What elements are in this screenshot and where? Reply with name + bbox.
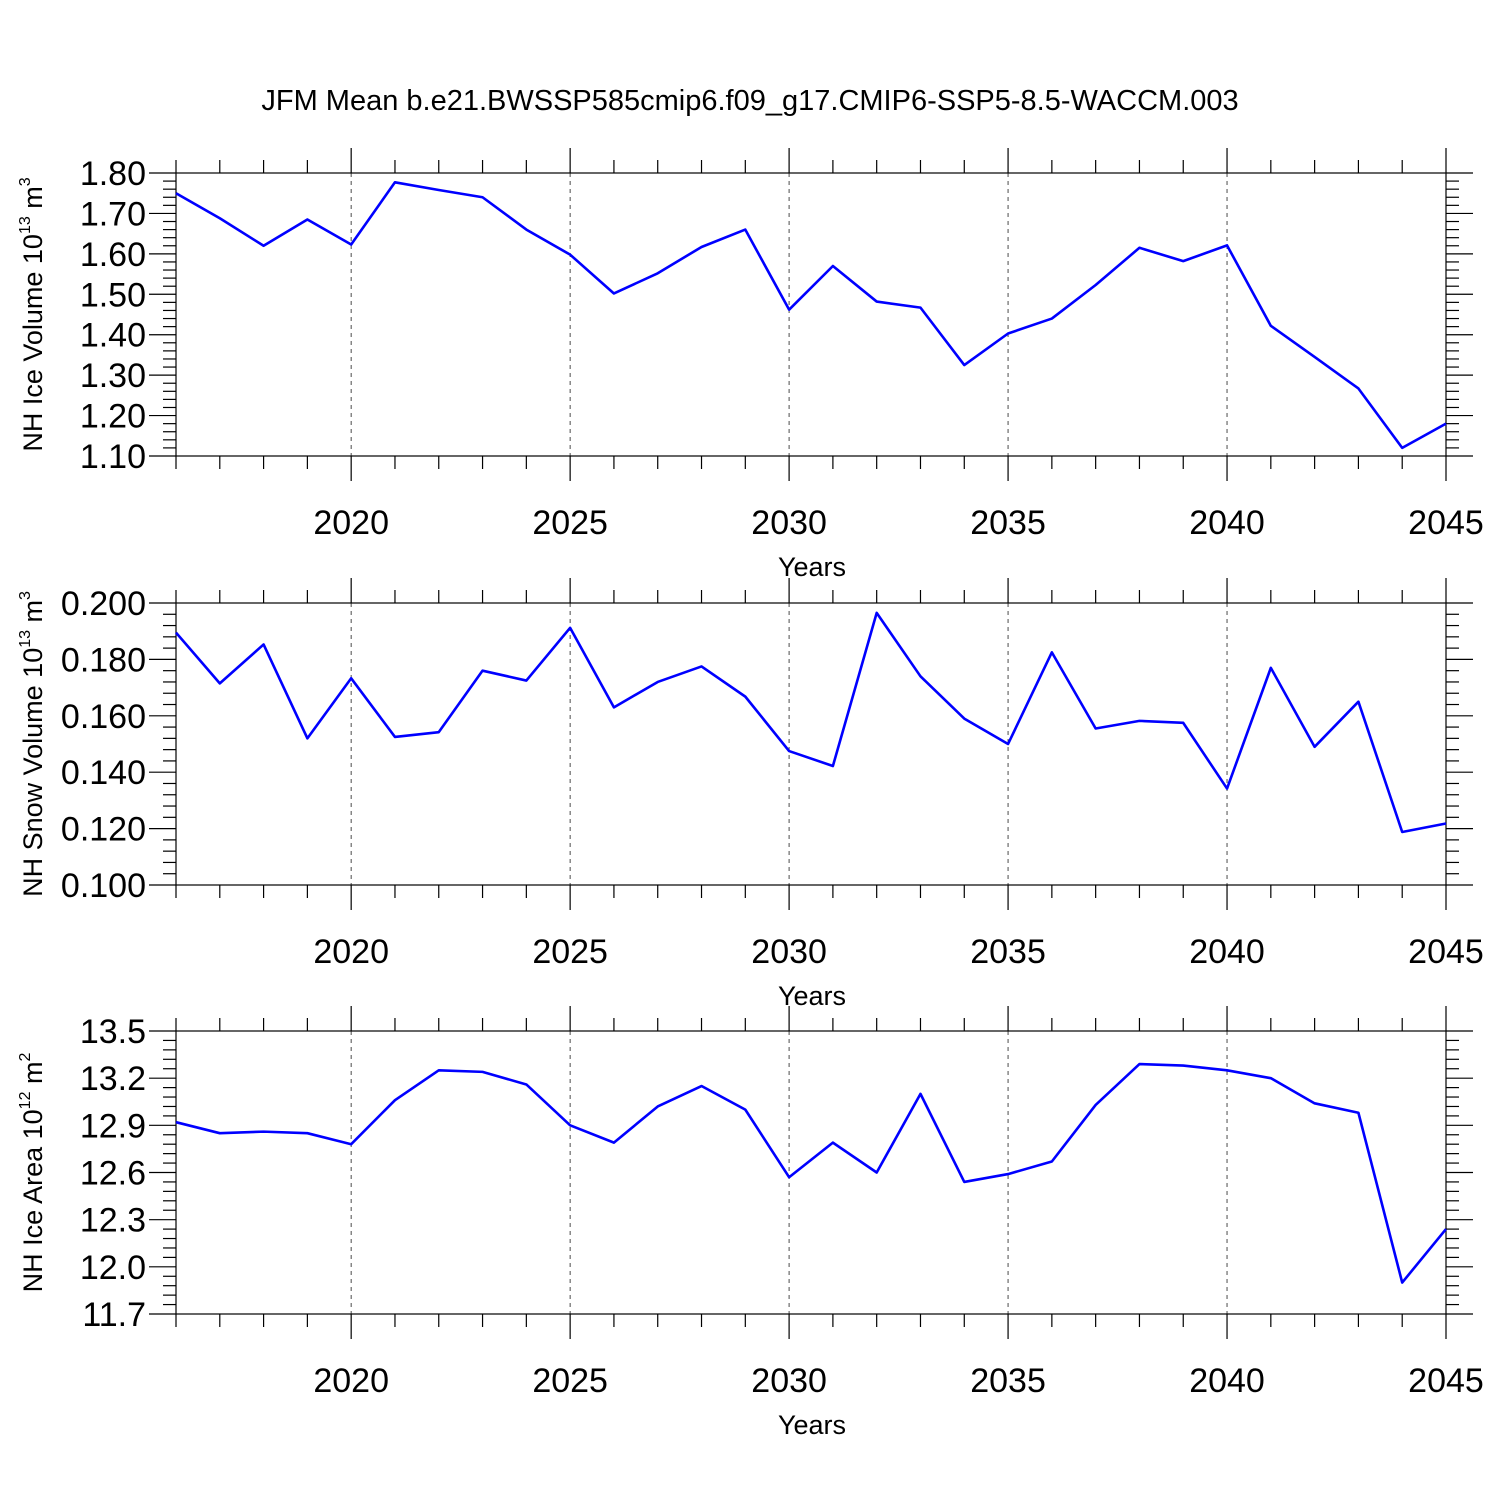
snow-volume-x-axis-title: Years — [778, 981, 846, 1011]
ice-volume-x-tick-label: 2020 — [313, 504, 389, 542]
ice-volume-series-line — [175, 180, 1447, 450]
ice-volume-y-axis-title: NH Ice Volume 1013 m3 — [17, 177, 48, 451]
ice-area-x-axis-title: Years — [778, 1410, 846, 1440]
snow-volume-panel: 0.100 0.120 0.140 0.160 0.180 0.200 2020 2025 20… — [17, 578, 1484, 1011]
ice-area-y-tick-label: 12.6 — [80, 1155, 146, 1193]
snow-volume-y-axis-title: NH Snow Volume 1013 m3 — [17, 591, 48, 897]
ice-area-x-tick-label: 2020 — [313, 1362, 389, 1400]
snow-volume-y-tick-label: 0.200 — [61, 585, 146, 623]
ice-volume-plot-frame — [175, 172, 1447, 457]
ice-area-plot-frame — [175, 1030, 1447, 1315]
ice-volume-y-tick-label: 1.70 — [80, 195, 146, 233]
snow-volume-y-tick-label: 0.180 — [61, 641, 146, 679]
ice-volume-y-tick-label: 1.10 — [80, 438, 146, 476]
ice-volume-y-tick-label: 1.80 — [80, 155, 146, 193]
ice-area-y-tick-label: 12.0 — [80, 1249, 146, 1287]
ice-area-x-tick-label: 2025 — [532, 1362, 608, 1400]
figure-title: JFM Mean b.e21.BWSSP585cmip6.f09_g17.CMI… — [261, 85, 1238, 117]
ice-area-series-line — [175, 1062, 1448, 1284]
ice-area-x-tick-label: 2040 — [1189, 1362, 1265, 1400]
ice-volume-x-tick-label: 2030 — [751, 504, 827, 542]
ice-area-y-axis-title: NH Ice Area 1012 m2 — [17, 1053, 48, 1293]
ice-area-y-tick-label: 12.3 — [80, 1202, 146, 1240]
ice-volume-x-tick-label: 2040 — [1189, 504, 1265, 542]
snow-volume-x-tick-label: 2030 — [751, 933, 827, 971]
ice-volume-x-tick-label: 2035 — [970, 504, 1046, 542]
ice-volume-panel: 1.101.201.301.401.501.601.701.80 2020 2025… — [17, 148, 1484, 582]
snow-volume-y-tick-label: 0.100 — [61, 867, 146, 905]
snow-volume-x-tick-label: 2040 — [1189, 933, 1265, 971]
snow-volume-x-tick-label: 2045 — [1408, 933, 1484, 971]
snow-volume-x-tick-label: 2025 — [532, 933, 608, 971]
ice-volume-x-tick-label: 2025 — [532, 504, 608, 542]
ice-area-y-tick-label: 13.5 — [80, 1013, 146, 1051]
ice-volume-y-tick-label: 1.30 — [80, 357, 146, 395]
ice-volume-y-tick-label: 1.20 — [80, 398, 146, 436]
ice-volume-x-axis-title: Years — [778, 552, 846, 582]
snow-volume-plot-frame — [175, 602, 1447, 886]
ice-area-y-tick-label: 13.2 — [80, 1060, 146, 1098]
ice-area-x-tick-label: 2035 — [970, 1362, 1046, 1400]
ice-area-panel: 11.7 12.0 12.3 12.6 12.9 13.2 13.5 2020 2025 2030… — [17, 1006, 1484, 1440]
snow-volume-y-tick-label: 0.160 — [61, 698, 146, 736]
snow-volume-y-tick-label: 0.140 — [61, 754, 146, 792]
snow-volume-series-line — [175, 611, 1447, 834]
ice-area-x-tick-label: 2030 — [751, 1362, 827, 1400]
ice-area-y-tick-label: 11.7 — [82, 1296, 146, 1334]
ice-area-y-tick-label: 12.9 — [80, 1107, 146, 1145]
ice-volume-y-tick-label: 1.60 — [80, 236, 146, 274]
snow-volume-y-tick-label: 0.120 — [61, 811, 146, 849]
ice-area-x-tick-label: 2045 — [1408, 1362, 1484, 1400]
snow-volume-x-tick-label: 2020 — [313, 933, 389, 971]
ice-volume-y-tick-label: 1.50 — [80, 276, 146, 314]
ice-volume-y-tick-label: 1.40 — [80, 317, 146, 355]
snow-volume-x-tick-label: 2035 — [970, 933, 1046, 971]
ice-volume-x-tick-label: 2045 — [1408, 504, 1484, 542]
